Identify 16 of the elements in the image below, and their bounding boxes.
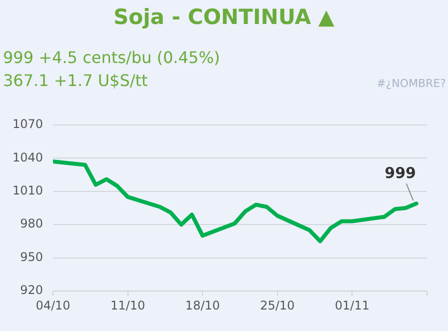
x-tick-label: 11/10 bbox=[110, 298, 146, 312]
y-tick-label: 1010 bbox=[12, 184, 43, 198]
chart-subtitle: 999 +4.5 cents/bu (0.45%) bbox=[3, 48, 220, 67]
annotation: 999 bbox=[384, 164, 416, 182]
chart-title: Soja - CONTINUA ▲ bbox=[112, 5, 336, 29]
text: #¿NOMBRE? bbox=[376, 77, 446, 90]
x-tick-label: 25/10 bbox=[260, 298, 295, 312]
y-tick-label: 980 bbox=[20, 216, 43, 231]
y-tick-label: 1040 bbox=[12, 150, 43, 164]
y-tick-label: 950 bbox=[20, 250, 43, 264]
x-tick-label: 04/10 bbox=[36, 298, 70, 312]
x-tick-label: 01/11 bbox=[334, 298, 370, 312]
x-tick-label: 18/10 bbox=[185, 298, 220, 312]
y-tick-label: 1070 bbox=[12, 117, 43, 132]
text: 367.1 +1.7 U$S/tt bbox=[3, 71, 148, 90]
y-tick-label: 920 bbox=[20, 283, 43, 298]
